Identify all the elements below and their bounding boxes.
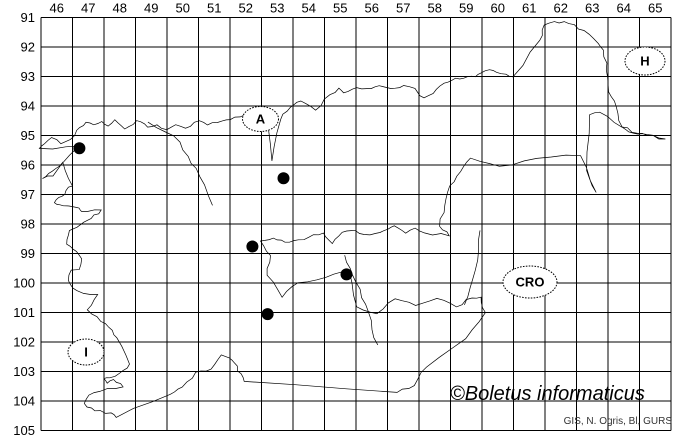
svg-text:50: 50 [176, 1, 190, 16]
svg-text:H: H [640, 54, 649, 69]
svg-text:53: 53 [270, 1, 284, 16]
svg-text:51: 51 [207, 1, 221, 16]
svg-text:52: 52 [239, 1, 253, 16]
svg-text:A: A [256, 112, 266, 127]
svg-text:99: 99 [21, 246, 35, 261]
svg-text:103: 103 [13, 364, 35, 379]
svg-text:59: 59 [459, 1, 473, 16]
svg-text:101: 101 [13, 305, 35, 320]
svg-text:48: 48 [113, 1, 127, 16]
svg-text:55: 55 [333, 1, 347, 16]
svg-text:94: 94 [21, 99, 35, 114]
svg-text:97: 97 [21, 187, 35, 202]
svg-text:105: 105 [13, 423, 35, 436]
svg-text:GIS, N. Ogris, Bl, GURS: GIS, N. Ogris, Bl, GURS [564, 416, 673, 427]
svg-text:96: 96 [21, 158, 35, 173]
svg-text:104: 104 [13, 394, 35, 409]
svg-text:100: 100 [13, 276, 35, 291]
svg-text:©Boletus informaticus: ©Boletus informaticus [450, 383, 645, 405]
svg-text:54: 54 [302, 1, 316, 16]
svg-text:60: 60 [491, 1, 505, 16]
svg-text:CRO: CRO [516, 275, 545, 290]
svg-text:63: 63 [585, 1, 599, 16]
svg-text:91: 91 [21, 10, 35, 25]
svg-text:49: 49 [144, 1, 158, 16]
svg-text:95: 95 [21, 128, 35, 143]
svg-text:I: I [84, 345, 88, 360]
svg-text:92: 92 [21, 40, 35, 55]
svg-text:57: 57 [396, 1, 410, 16]
svg-text:62: 62 [554, 1, 568, 16]
svg-text:61: 61 [522, 1, 536, 16]
svg-text:64: 64 [617, 1, 631, 16]
svg-text:58: 58 [428, 1, 442, 16]
svg-text:47: 47 [81, 1, 95, 16]
svg-text:46: 46 [50, 1, 64, 16]
svg-text:98: 98 [21, 217, 35, 232]
svg-text:102: 102 [13, 335, 35, 350]
svg-text:65: 65 [648, 1, 662, 16]
svg-text:93: 93 [21, 69, 35, 84]
svg-text:56: 56 [365, 1, 379, 16]
